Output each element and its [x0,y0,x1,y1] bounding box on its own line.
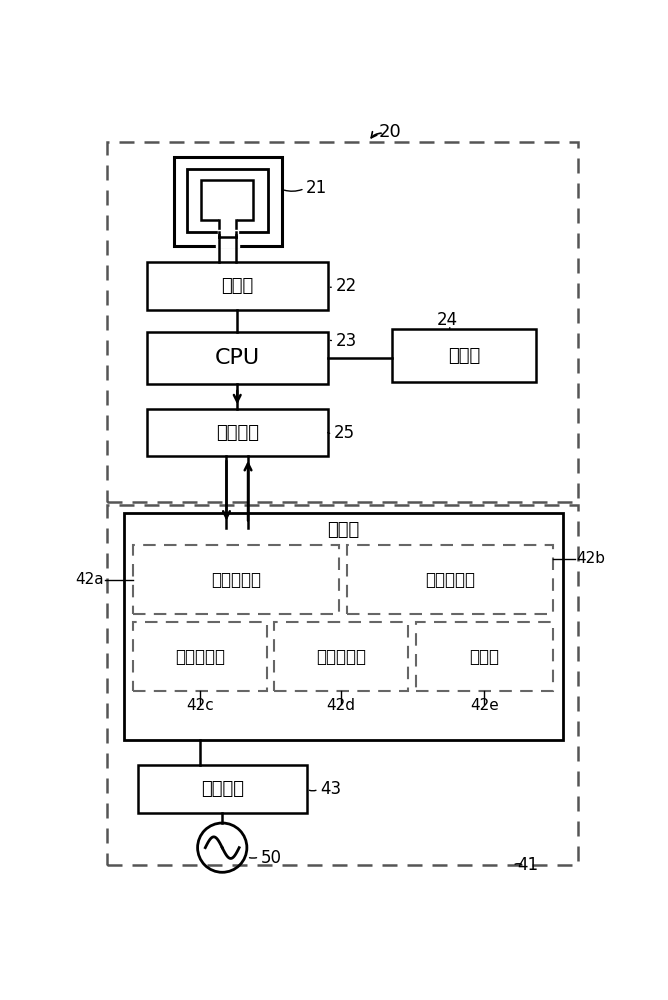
Bar [187,169,269,232]
Bar [107,142,578,502]
Text: 42e: 42e [470,698,499,713]
Text: 控制器: 控制器 [327,521,359,539]
Text: 第三控制部: 第三控制部 [175,648,224,666]
Text: CPU: CPU [214,348,260,368]
Text: 22: 22 [335,277,357,295]
Text: 42a: 42a [75,572,104,587]
Text: 第四控制部: 第四控制部 [316,648,366,666]
Text: 42c: 42c [186,698,214,713]
Text: 43: 43 [320,780,341,798]
Bar [124,513,562,740]
Text: 24: 24 [436,311,458,329]
Bar [133,622,267,691]
Bar [147,262,328,310]
Bar [415,622,553,691]
Bar [147,409,328,456]
Bar [174,157,281,246]
Text: 20: 20 [379,123,401,141]
Text: 42d: 42d [327,698,355,713]
Text: 42b: 42b [576,551,605,566]
Bar [391,329,536,382]
Bar [147,332,328,384]
Text: 21: 21 [306,179,327,197]
Text: 第一控制部: 第一控制部 [211,571,261,589]
Text: 通信电路: 通信电路 [216,424,259,442]
Bar [107,505,578,865]
Text: 电源电路: 电源电路 [200,780,244,798]
Text: 存储器: 存储器 [448,347,480,365]
Text: 23: 23 [335,332,357,350]
Bar [200,180,253,220]
Text: 25: 25 [334,424,355,442]
Bar [275,622,408,691]
Text: 41: 41 [517,856,538,874]
Text: 第二控制部: 第二控制部 [425,571,475,589]
Bar [133,545,339,614]
Bar [347,545,553,614]
Bar [138,765,307,813]
Text: 50: 50 [261,849,282,867]
Text: 收发部: 收发部 [221,277,253,295]
Text: 存储器: 存储器 [470,648,500,666]
